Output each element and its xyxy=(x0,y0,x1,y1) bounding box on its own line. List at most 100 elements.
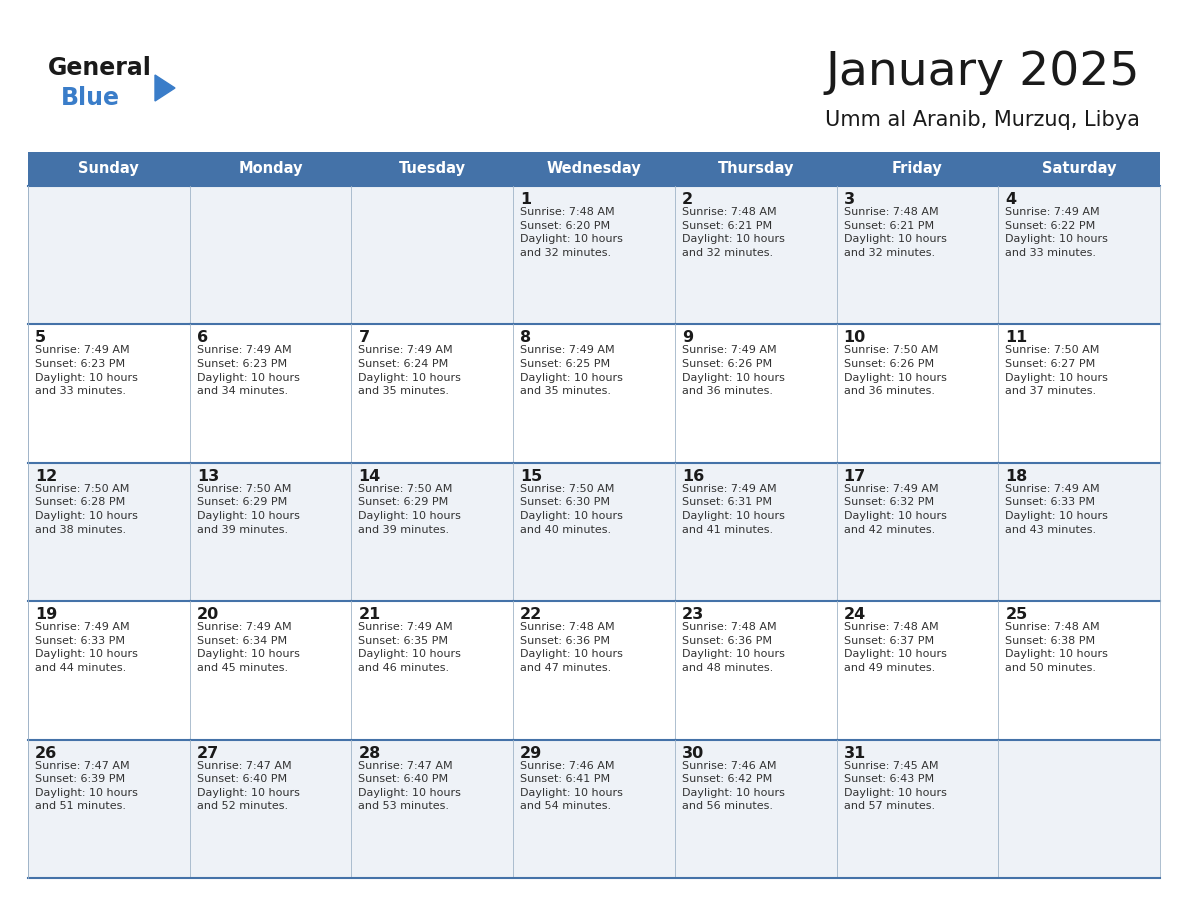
Text: Sunrise: 7:48 AM
Sunset: 6:21 PM
Daylight: 10 hours
and 32 minutes.: Sunrise: 7:48 AM Sunset: 6:21 PM Dayligh… xyxy=(843,207,947,258)
Text: 25: 25 xyxy=(1005,607,1028,622)
Text: Sunrise: 7:48 AM
Sunset: 6:36 PM
Daylight: 10 hours
and 47 minutes.: Sunrise: 7:48 AM Sunset: 6:36 PM Dayligh… xyxy=(520,622,623,673)
Text: Sunrise: 7:49 AM
Sunset: 6:24 PM
Daylight: 10 hours
and 35 minutes.: Sunrise: 7:49 AM Sunset: 6:24 PM Dayligh… xyxy=(359,345,461,397)
Bar xyxy=(675,186,836,324)
Text: Sunrise: 7:47 AM
Sunset: 6:40 PM
Daylight: 10 hours
and 53 minutes.: Sunrise: 7:47 AM Sunset: 6:40 PM Dayligh… xyxy=(359,761,461,812)
Bar xyxy=(675,324,836,463)
Text: 7: 7 xyxy=(359,330,369,345)
Text: Sunrise: 7:50 AM
Sunset: 6:29 PM
Daylight: 10 hours
and 39 minutes.: Sunrise: 7:50 AM Sunset: 6:29 PM Dayligh… xyxy=(359,484,461,534)
Text: Sunrise: 7:48 AM
Sunset: 6:36 PM
Daylight: 10 hours
and 48 minutes.: Sunrise: 7:48 AM Sunset: 6:36 PM Dayligh… xyxy=(682,622,785,673)
Text: 30: 30 xyxy=(682,745,704,761)
Text: 4: 4 xyxy=(1005,192,1017,207)
Bar xyxy=(352,324,513,463)
Text: Sunrise: 7:50 AM
Sunset: 6:26 PM
Daylight: 10 hours
and 36 minutes.: Sunrise: 7:50 AM Sunset: 6:26 PM Dayligh… xyxy=(843,345,947,397)
Text: 16: 16 xyxy=(682,469,704,484)
Bar xyxy=(190,463,352,601)
Bar xyxy=(513,186,675,324)
Text: Umm al Aranib, Murzuq, Libya: Umm al Aranib, Murzuq, Libya xyxy=(826,110,1140,130)
Bar xyxy=(190,324,352,463)
Bar xyxy=(836,463,998,601)
Text: Sunrise: 7:48 AM
Sunset: 6:20 PM
Daylight: 10 hours
and 32 minutes.: Sunrise: 7:48 AM Sunset: 6:20 PM Dayligh… xyxy=(520,207,623,258)
Bar xyxy=(675,601,836,740)
Text: 9: 9 xyxy=(682,330,693,345)
Text: General: General xyxy=(48,56,152,80)
Text: Sunrise: 7:49 AM
Sunset: 6:22 PM
Daylight: 10 hours
and 33 minutes.: Sunrise: 7:49 AM Sunset: 6:22 PM Dayligh… xyxy=(1005,207,1108,258)
Bar xyxy=(352,740,513,878)
Text: 19: 19 xyxy=(34,607,57,622)
Bar xyxy=(352,463,513,601)
Text: Sunrise: 7:48 AM
Sunset: 6:21 PM
Daylight: 10 hours
and 32 minutes.: Sunrise: 7:48 AM Sunset: 6:21 PM Dayligh… xyxy=(682,207,785,258)
Bar xyxy=(29,463,190,601)
Text: Saturday: Saturday xyxy=(1042,162,1117,176)
Text: Sunrise: 7:49 AM
Sunset: 6:33 PM
Daylight: 10 hours
and 44 minutes.: Sunrise: 7:49 AM Sunset: 6:33 PM Dayligh… xyxy=(34,622,138,673)
Text: 17: 17 xyxy=(843,469,866,484)
Text: Sunrise: 7:50 AM
Sunset: 6:29 PM
Daylight: 10 hours
and 39 minutes.: Sunrise: 7:50 AM Sunset: 6:29 PM Dayligh… xyxy=(197,484,299,534)
Text: January 2025: January 2025 xyxy=(826,50,1140,95)
Text: Friday: Friday xyxy=(892,162,943,176)
Bar xyxy=(675,740,836,878)
Text: 2: 2 xyxy=(682,192,693,207)
Text: 18: 18 xyxy=(1005,469,1028,484)
Text: 21: 21 xyxy=(359,607,380,622)
Text: 13: 13 xyxy=(197,469,219,484)
Text: Sunrise: 7:50 AM
Sunset: 6:28 PM
Daylight: 10 hours
and 38 minutes.: Sunrise: 7:50 AM Sunset: 6:28 PM Dayligh… xyxy=(34,484,138,534)
Bar xyxy=(29,186,190,324)
Text: Sunrise: 7:49 AM
Sunset: 6:35 PM
Daylight: 10 hours
and 46 minutes.: Sunrise: 7:49 AM Sunset: 6:35 PM Dayligh… xyxy=(359,622,461,673)
Text: Sunrise: 7:49 AM
Sunset: 6:25 PM
Daylight: 10 hours
and 35 minutes.: Sunrise: 7:49 AM Sunset: 6:25 PM Dayligh… xyxy=(520,345,623,397)
Text: Sunrise: 7:45 AM
Sunset: 6:43 PM
Daylight: 10 hours
and 57 minutes.: Sunrise: 7:45 AM Sunset: 6:43 PM Dayligh… xyxy=(843,761,947,812)
Bar xyxy=(998,463,1159,601)
Text: Sunrise: 7:47 AM
Sunset: 6:40 PM
Daylight: 10 hours
and 52 minutes.: Sunrise: 7:47 AM Sunset: 6:40 PM Dayligh… xyxy=(197,761,299,812)
Text: 12: 12 xyxy=(34,469,57,484)
Text: 31: 31 xyxy=(843,745,866,761)
Text: 15: 15 xyxy=(520,469,543,484)
Bar xyxy=(836,186,998,324)
Bar xyxy=(513,463,675,601)
Bar xyxy=(352,601,513,740)
Text: 11: 11 xyxy=(1005,330,1028,345)
Text: Sunrise: 7:48 AM
Sunset: 6:38 PM
Daylight: 10 hours
and 50 minutes.: Sunrise: 7:48 AM Sunset: 6:38 PM Dayligh… xyxy=(1005,622,1108,673)
Text: 14: 14 xyxy=(359,469,380,484)
Bar xyxy=(29,601,190,740)
Bar xyxy=(836,740,998,878)
Text: 28: 28 xyxy=(359,745,380,761)
Text: Sunrise: 7:46 AM
Sunset: 6:41 PM
Daylight: 10 hours
and 54 minutes.: Sunrise: 7:46 AM Sunset: 6:41 PM Dayligh… xyxy=(520,761,623,812)
Bar xyxy=(513,740,675,878)
Bar xyxy=(998,186,1159,324)
Text: Sunrise: 7:49 AM
Sunset: 6:31 PM
Daylight: 10 hours
and 41 minutes.: Sunrise: 7:49 AM Sunset: 6:31 PM Dayligh… xyxy=(682,484,785,534)
Bar xyxy=(352,186,513,324)
Text: 20: 20 xyxy=(197,607,219,622)
Text: Thursday: Thursday xyxy=(718,162,794,176)
Text: Sunrise: 7:50 AM
Sunset: 6:27 PM
Daylight: 10 hours
and 37 minutes.: Sunrise: 7:50 AM Sunset: 6:27 PM Dayligh… xyxy=(1005,345,1108,397)
Text: Sunrise: 7:48 AM
Sunset: 6:37 PM
Daylight: 10 hours
and 49 minutes.: Sunrise: 7:48 AM Sunset: 6:37 PM Dayligh… xyxy=(843,622,947,673)
Text: Sunrise: 7:49 AM
Sunset: 6:23 PM
Daylight: 10 hours
and 34 minutes.: Sunrise: 7:49 AM Sunset: 6:23 PM Dayligh… xyxy=(197,345,299,397)
Bar xyxy=(998,324,1159,463)
Text: Blue: Blue xyxy=(61,86,120,110)
Text: 29: 29 xyxy=(520,745,543,761)
Text: 23: 23 xyxy=(682,607,704,622)
Bar xyxy=(998,740,1159,878)
Text: 22: 22 xyxy=(520,607,543,622)
Text: 3: 3 xyxy=(843,192,854,207)
Text: Sunrise: 7:49 AM
Sunset: 6:33 PM
Daylight: 10 hours
and 43 minutes.: Sunrise: 7:49 AM Sunset: 6:33 PM Dayligh… xyxy=(1005,484,1108,534)
Text: 24: 24 xyxy=(843,607,866,622)
Text: Sunrise: 7:49 AM
Sunset: 6:23 PM
Daylight: 10 hours
and 33 minutes.: Sunrise: 7:49 AM Sunset: 6:23 PM Dayligh… xyxy=(34,345,138,397)
Text: Sunrise: 7:49 AM
Sunset: 6:34 PM
Daylight: 10 hours
and 45 minutes.: Sunrise: 7:49 AM Sunset: 6:34 PM Dayligh… xyxy=(197,622,299,673)
Text: Sunday: Sunday xyxy=(78,162,139,176)
Bar xyxy=(190,740,352,878)
Bar xyxy=(513,324,675,463)
Bar xyxy=(29,152,1159,186)
Bar xyxy=(513,601,675,740)
Bar xyxy=(29,324,190,463)
Bar xyxy=(190,601,352,740)
Polygon shape xyxy=(154,75,175,101)
Bar xyxy=(836,324,998,463)
Text: 26: 26 xyxy=(34,745,57,761)
Bar xyxy=(29,740,190,878)
Bar xyxy=(675,463,836,601)
Text: Tuesday: Tuesday xyxy=(399,162,466,176)
Text: Sunrise: 7:50 AM
Sunset: 6:30 PM
Daylight: 10 hours
and 40 minutes.: Sunrise: 7:50 AM Sunset: 6:30 PM Dayligh… xyxy=(520,484,623,534)
Text: Sunrise: 7:49 AM
Sunset: 6:32 PM
Daylight: 10 hours
and 42 minutes.: Sunrise: 7:49 AM Sunset: 6:32 PM Dayligh… xyxy=(843,484,947,534)
Text: Sunrise: 7:47 AM
Sunset: 6:39 PM
Daylight: 10 hours
and 51 minutes.: Sunrise: 7:47 AM Sunset: 6:39 PM Dayligh… xyxy=(34,761,138,812)
Text: Wednesday: Wednesday xyxy=(546,162,642,176)
Text: 8: 8 xyxy=(520,330,531,345)
Bar xyxy=(190,186,352,324)
